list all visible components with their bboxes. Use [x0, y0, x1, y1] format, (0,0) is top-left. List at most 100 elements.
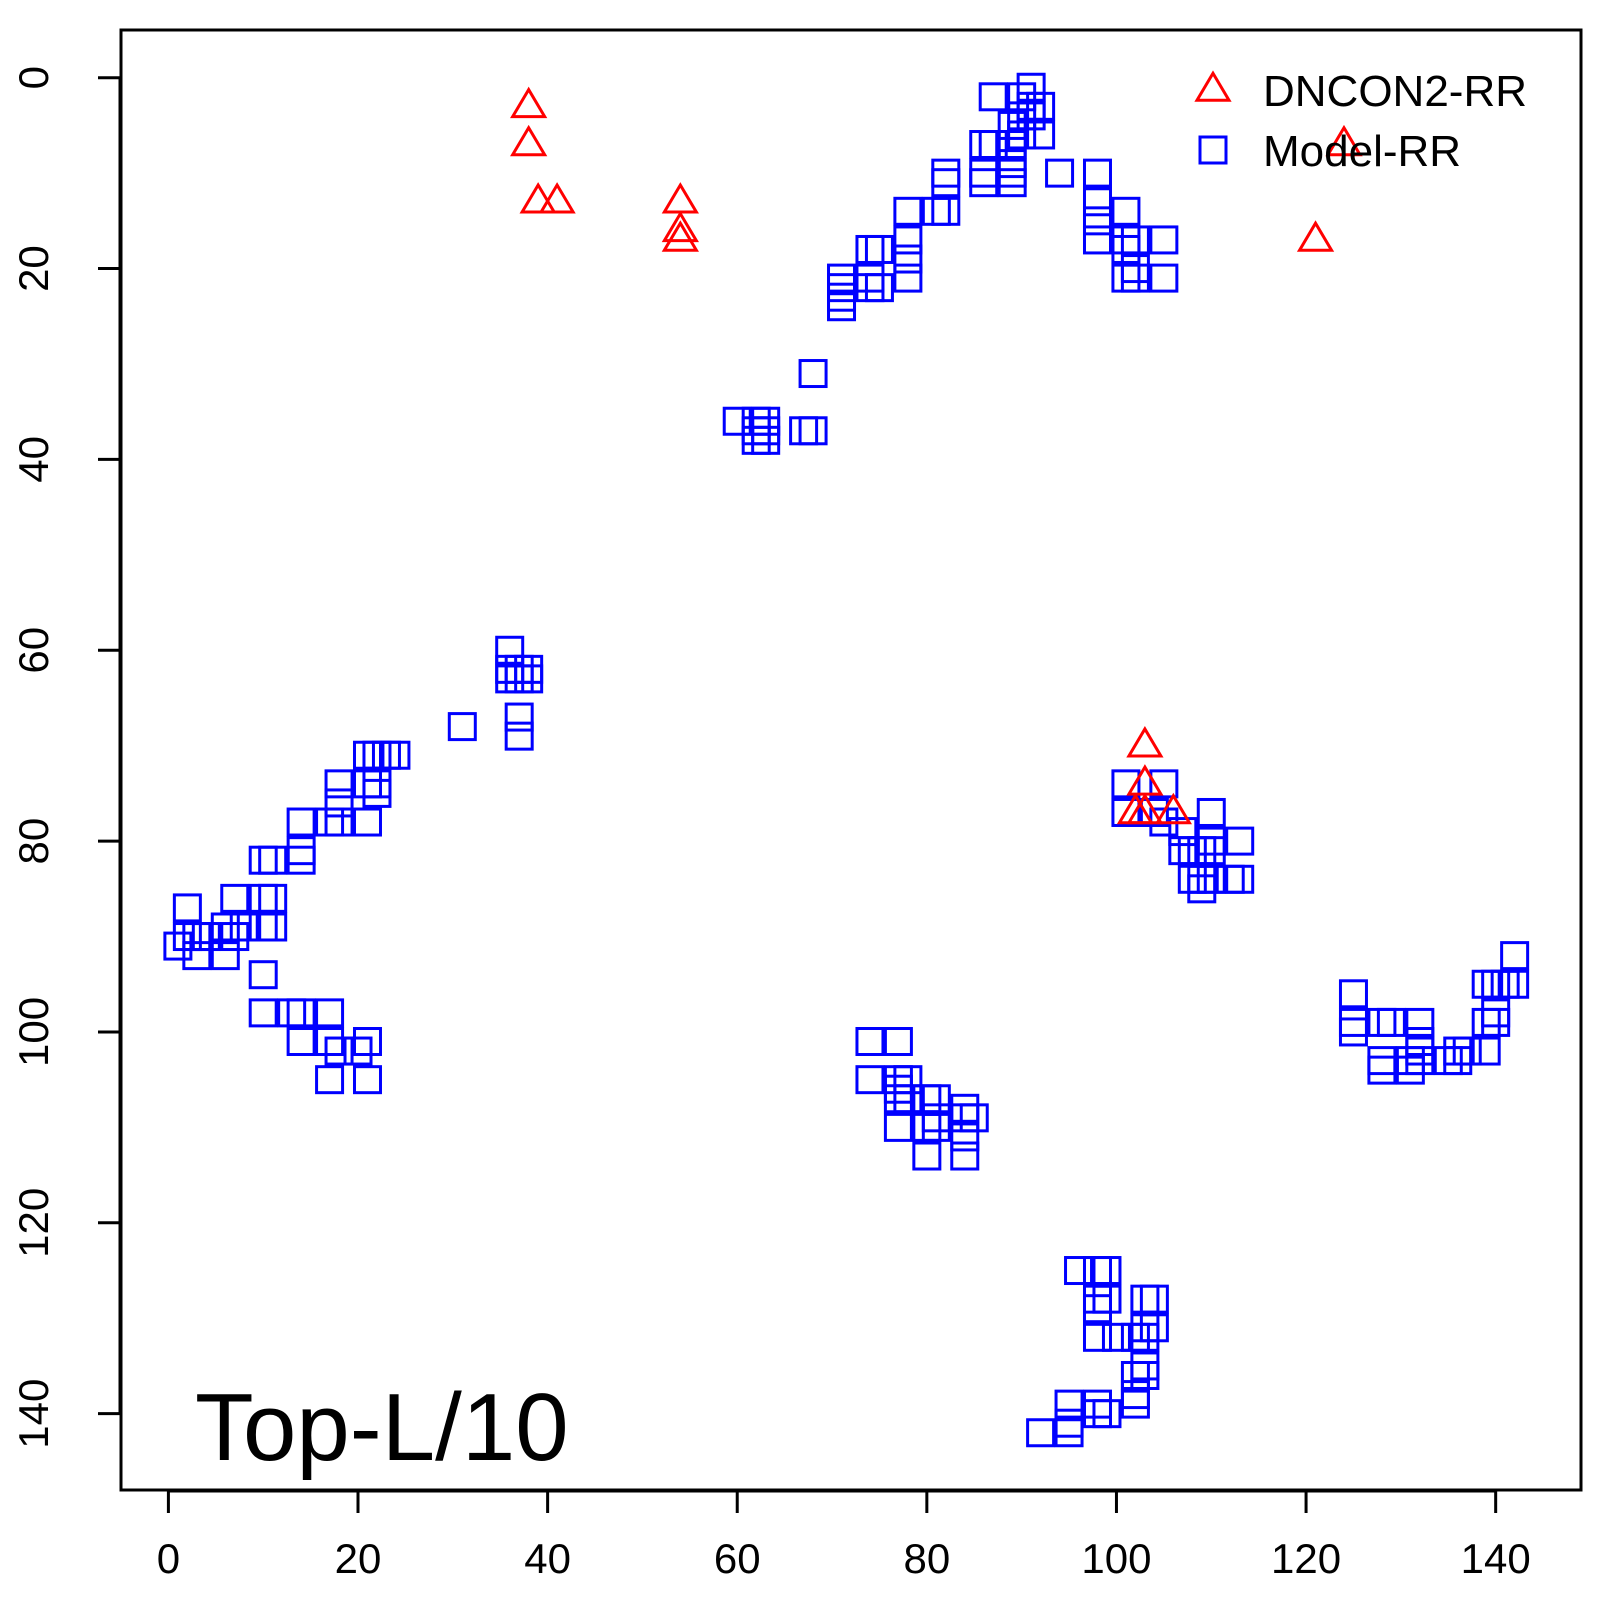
data-point [1471, 969, 1501, 999]
data-point [827, 292, 857, 322]
data-point [1225, 826, 1255, 856]
data-point [1481, 998, 1511, 1028]
data-point [1443, 1036, 1473, 1066]
data-point [1338, 979, 1368, 1009]
data-point [1168, 817, 1198, 847]
data-point [1092, 1256, 1122, 1286]
data-point [352, 1027, 382, 1057]
data-point [1126, 792, 1164, 825]
data-point [1111, 769, 1141, 799]
data-point [827, 282, 857, 312]
data-point [997, 110, 1027, 140]
data-point [1395, 1055, 1425, 1085]
data-point [381, 740, 411, 770]
data-point [286, 836, 316, 866]
data-point [661, 210, 699, 243]
data-point [1500, 969, 1530, 999]
data-point [510, 124, 548, 157]
data-point [1082, 158, 1112, 188]
data-point [1395, 1046, 1425, 1076]
data-point [1196, 797, 1226, 827]
data-point [1026, 91, 1056, 121]
legend: DNCON2-RR Model-RR [1194, 67, 1527, 176]
data-point [286, 1027, 316, 1057]
data-point [921, 1084, 951, 1114]
data-point [1016, 101, 1046, 131]
data-point [248, 998, 278, 1028]
data-point [1367, 1046, 1397, 1076]
data-points [163, 72, 1530, 1448]
data-point [286, 998, 316, 1028]
data-point [362, 769, 392, 799]
data-point [1130, 1351, 1160, 1381]
data-point [538, 182, 576, 214]
data-point [855, 273, 885, 303]
data-point [1130, 1322, 1160, 1352]
data-point [883, 1112, 913, 1142]
data-point [950, 1093, 980, 1123]
x-tick-label: 20 [335, 1535, 382, 1582]
data-point [1130, 1360, 1160, 1390]
data-point [258, 912, 288, 942]
data-point [1149, 263, 1179, 293]
data-point [893, 263, 923, 293]
data-point [229, 912, 259, 942]
data-point [997, 130, 1027, 160]
data-point [1045, 158, 1075, 188]
data-point [519, 182, 557, 214]
data-point [751, 416, 781, 446]
x-tick-label: 100 [1081, 1535, 1151, 1582]
data-point [1064, 1256, 1094, 1286]
data-point [827, 263, 857, 293]
data-point [1452, 1036, 1482, 1066]
data-point [997, 149, 1027, 179]
data-point [893, 244, 923, 274]
data-point [1168, 836, 1198, 866]
data-point [182, 922, 212, 952]
data-point [1177, 836, 1207, 866]
data-point [1126, 726, 1164, 758]
data-point [1082, 187, 1112, 217]
y-tick-label: 0 [10, 66, 57, 89]
data-point [1177, 864, 1207, 894]
data-point [1092, 1284, 1122, 1314]
data-point [893, 225, 923, 255]
data-point [352, 807, 382, 837]
y-tick-label: 120 [10, 1188, 57, 1258]
data-point [1187, 836, 1217, 866]
legend-label: DNCON2-RR [1263, 67, 1527, 116]
data-point [1187, 864, 1217, 894]
data-point [504, 721, 534, 751]
data-point [315, 807, 345, 837]
data-point [1139, 1313, 1169, 1343]
data-point [969, 130, 999, 160]
data-point [495, 635, 525, 665]
data-point [1225, 864, 1255, 894]
data-point [504, 664, 534, 694]
data-point [504, 702, 534, 732]
data-point [258, 845, 288, 875]
data-point [1471, 1036, 1501, 1066]
data-point [950, 1103, 980, 1133]
data-point [182, 941, 212, 971]
data-point [959, 1103, 989, 1133]
data-point [191, 922, 221, 952]
data-point [950, 1122, 980, 1152]
data-point [1007, 82, 1037, 112]
data-point [893, 1084, 923, 1114]
data-point [1443, 1046, 1473, 1076]
data-point [1471, 1007, 1501, 1037]
data-point [220, 922, 250, 952]
data-point [324, 1036, 354, 1066]
data-point [1139, 797, 1169, 827]
x-tick-label: 120 [1271, 1535, 1341, 1582]
data-point [883, 1027, 913, 1057]
data-point [1196, 826, 1226, 856]
data-point [1149, 225, 1179, 255]
data-point [1007, 120, 1037, 150]
series-model-rr [163, 72, 1530, 1448]
data-point [1154, 792, 1192, 825]
data-point [1082, 1294, 1112, 1324]
data-point [172, 922, 202, 952]
data-point [950, 1141, 980, 1171]
